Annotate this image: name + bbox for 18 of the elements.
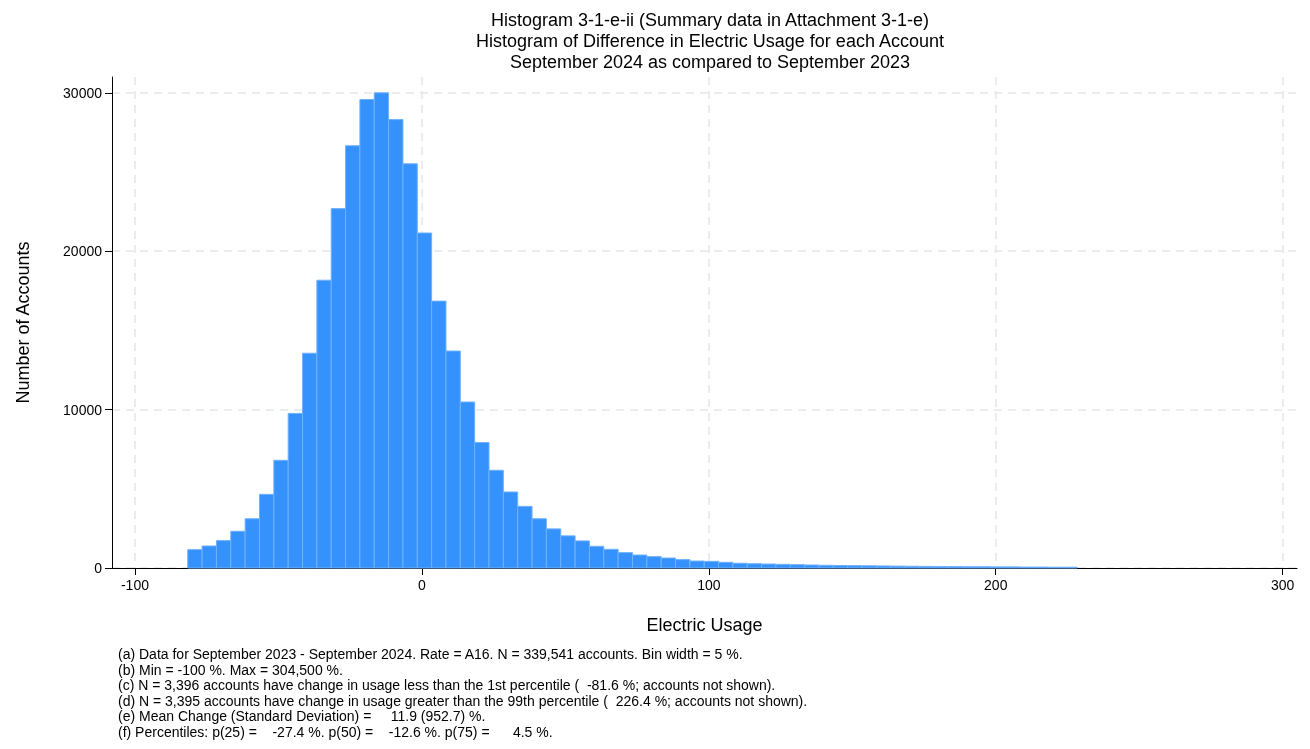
text: (d) N = 3,395 accounts have change in usage greater than the 99th percentile ( 226.4 %; accounts not shown). — [118, 692, 808, 709]
x-tick-label: 200 — [984, 577, 1008, 593]
text: (a) Data for September 2023 - September 2024. Rate = A16. N = 339,541 accounts. Bin width = 5 %. — [118, 646, 743, 662]
text: (e) Mean Change (Standard Deviation) = 11.9 (952.7) %. — [118, 708, 486, 724]
y-tick-label: 30000 — [63, 84, 103, 101]
x-axis-title: Electric Usage — [646, 615, 763, 635]
x-tick-label: 300 — [1270, 577, 1295, 593]
text: (b) Min = -100 %. Max = 304,500 %. — [118, 661, 343, 678]
text: (c) N = 3,396 accounts have change in usage less than the 1st percentile ( -81.6 %; accounts not shown). — [118, 677, 776, 693]
chart-title: Histogram 3-1-e-ii (Summary data in Attachment 3-1-e) Histogram of Difference in Electric Usage for each Account September 2024 as compared to September 2023 — [476, 9, 944, 72]
y-tick-label: 20000 — [63, 243, 103, 260]
x-tick-label: -100 — [120, 577, 150, 593]
x-tick-label: 100 — [697, 577, 721, 593]
y-tick-label: 10000 — [63, 401, 103, 418]
x-tick-label: 0 — [417, 577, 426, 593]
text: (f) Percentiles: p(25) = -27.4 %. p(50) = -12.6 %. p(75) = 4.5 %. — [118, 723, 553, 740]
y-tick-label: 0 — [94, 560, 103, 576]
y-axis-title: Number of Accounts — [13, 241, 33, 404]
